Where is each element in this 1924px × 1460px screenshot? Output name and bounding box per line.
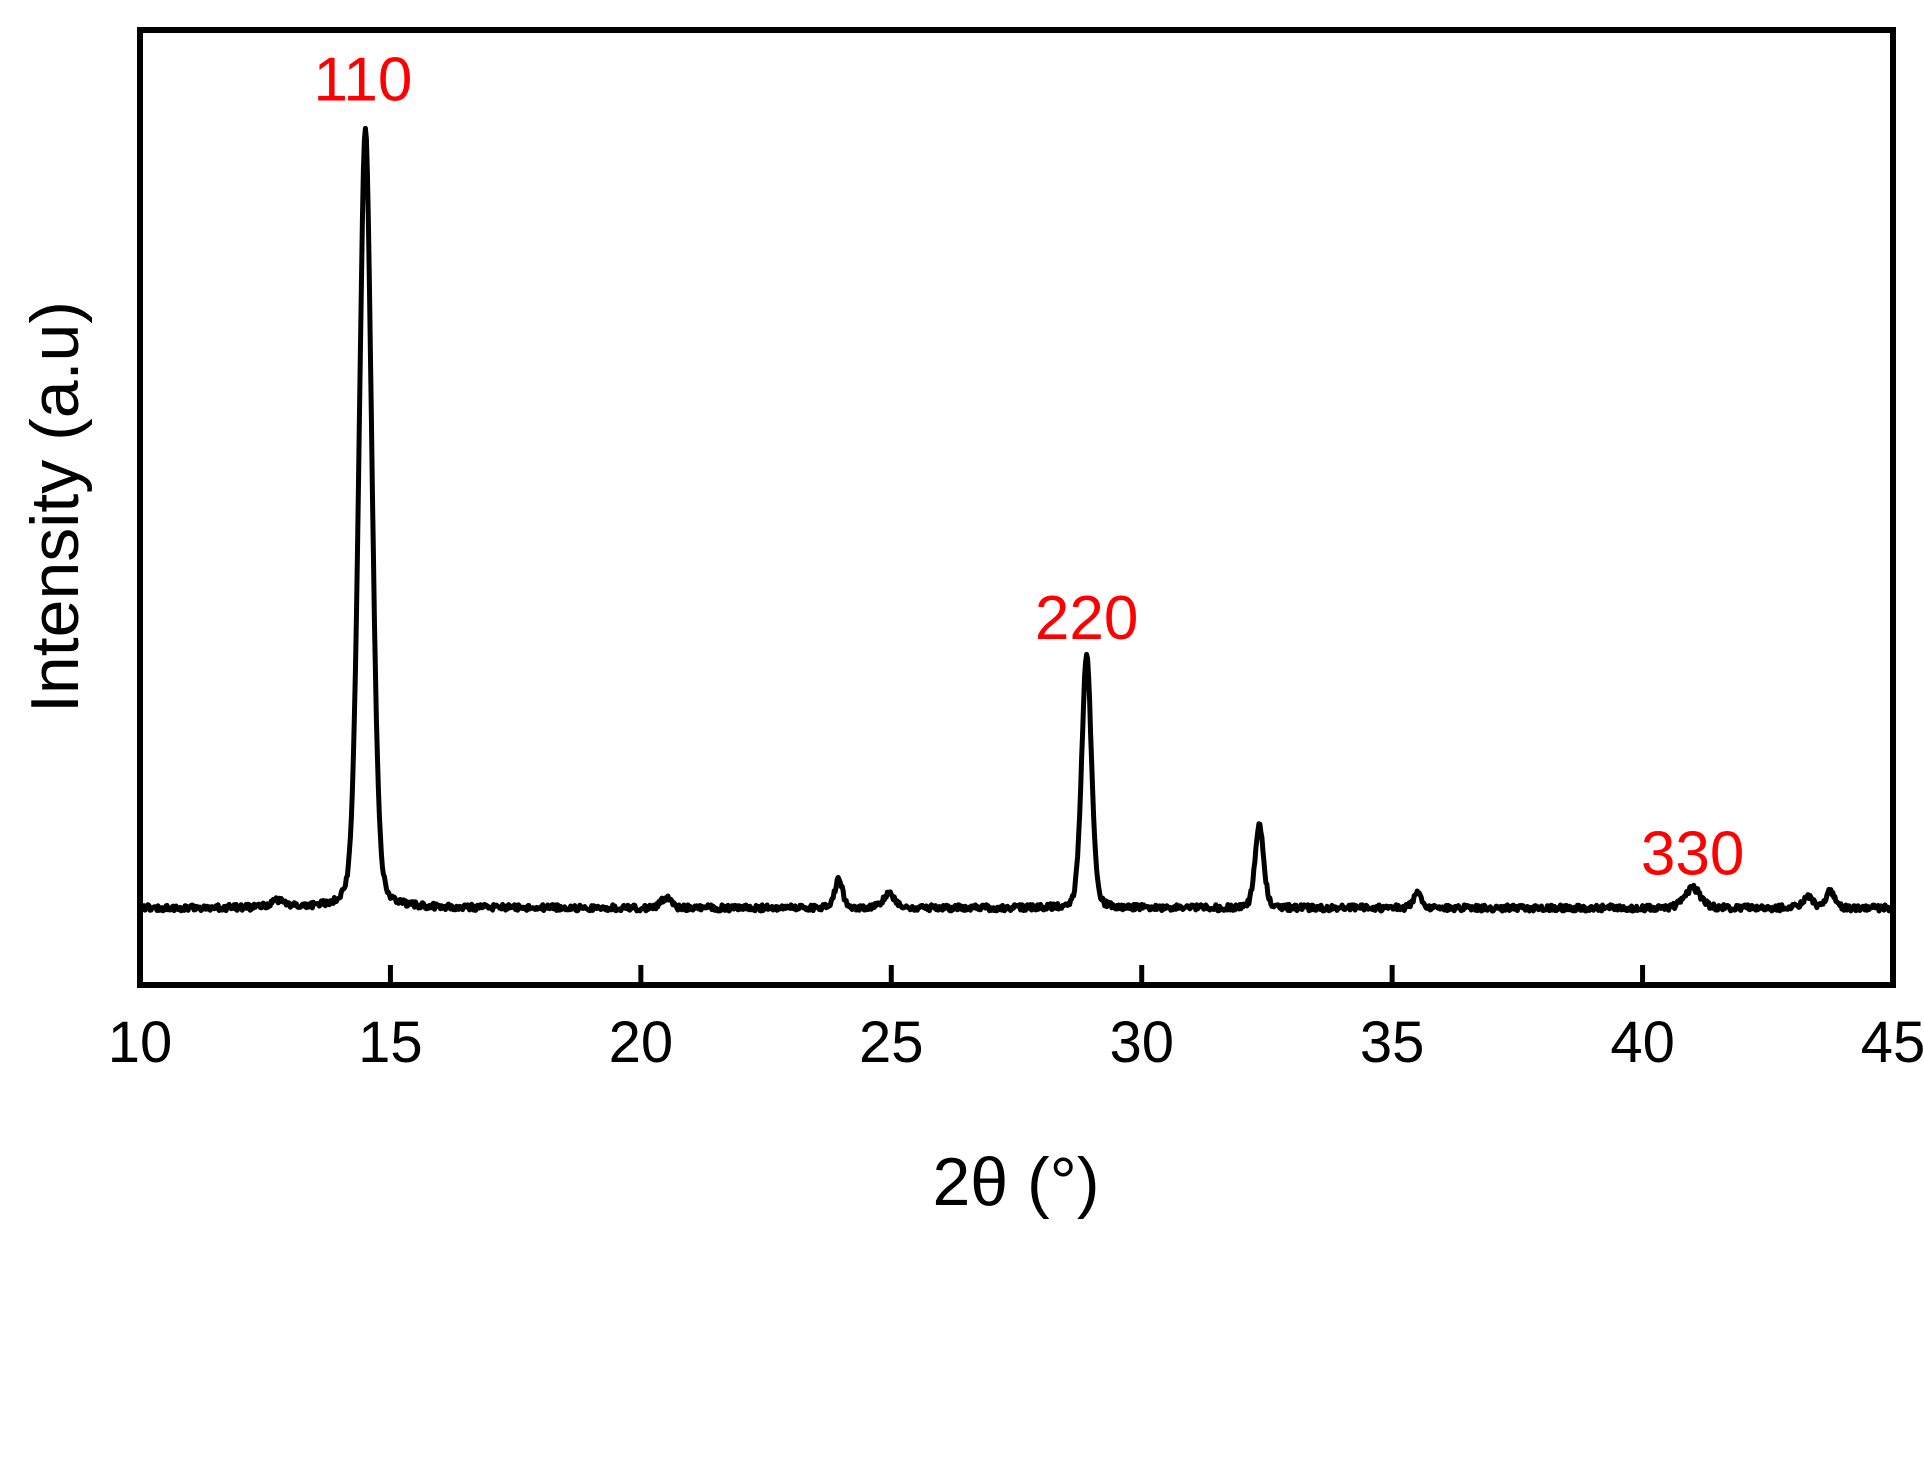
x-tick-label-40: 40: [1610, 1010, 1675, 1075]
x-axis-tick-labels: 10 15 20 25 30 35 40 45: [108, 1010, 1924, 1075]
x-tick-label-35: 35: [1360, 1010, 1425, 1075]
x-axis-ticks: [137, 965, 1896, 985]
x-axis-label: 2θ (°): [932, 1144, 1099, 1220]
peak-annotations: 110 220 330: [313, 46, 1744, 889]
peak-label-110: 110: [313, 46, 412, 115]
y-axis-label: Intensity (a.u): [17, 301, 93, 713]
peak-label-330: 330: [1641, 819, 1744, 888]
x-tick-label-10: 10: [108, 1010, 173, 1075]
x-tick-label-30: 30: [1109, 1010, 1174, 1075]
x-tick-label-25: 25: [859, 1010, 924, 1075]
plot-frame: [137, 27, 1896, 988]
x-tick-label-15: 15: [358, 1010, 423, 1075]
diffraction-trace: [137, 125, 1896, 914]
x-tick-label-45: 45: [1861, 1010, 1924, 1075]
x-tick-label-20: 20: [609, 1010, 674, 1075]
peak-label-220: 220: [1035, 584, 1138, 653]
